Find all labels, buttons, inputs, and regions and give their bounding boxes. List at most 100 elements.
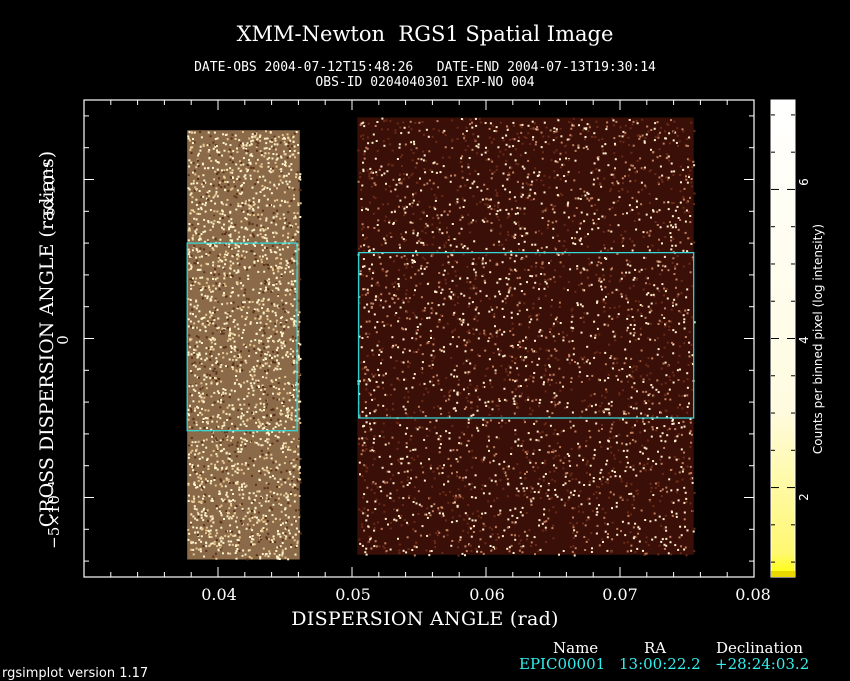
count-pixel <box>289 270 292 273</box>
count-pixel <box>506 178 509 181</box>
count-pixel <box>202 451 205 453</box>
count-pixel <box>652 494 655 496</box>
count-pixel <box>377 207 380 210</box>
count-pixel <box>636 170 638 173</box>
count-pixel <box>633 382 636 385</box>
count-pixel <box>266 337 269 340</box>
count-pixel <box>269 413 272 416</box>
count-pixel <box>681 128 684 131</box>
count-pixel <box>473 486 476 489</box>
count-pixel <box>258 303 261 306</box>
count-pixel <box>277 556 280 559</box>
count-pixel <box>198 282 201 285</box>
count-pixel <box>200 399 203 402</box>
count-pixel <box>195 547 198 550</box>
count-pixel <box>660 320 663 323</box>
count-pixel <box>234 138 237 140</box>
count-pixel <box>221 209 224 212</box>
count-pixel <box>432 375 435 378</box>
count-pixel <box>221 303 224 306</box>
count-pixel <box>202 285 205 288</box>
count-pixel <box>249 202 252 205</box>
count-pixel <box>198 538 201 541</box>
count-pixel <box>259 233 262 236</box>
count-pixel <box>423 382 426 385</box>
count-pixel <box>535 265 537 268</box>
count-pixel <box>211 518 214 521</box>
count-pixel <box>206 394 209 396</box>
count-pixel <box>586 358 589 361</box>
count-pixel <box>617 182 620 185</box>
count-pixel <box>272 503 275 506</box>
count-pixel <box>268 550 271 553</box>
count-pixel <box>494 526 497 529</box>
count-pixel <box>495 261 498 264</box>
count-pixel <box>364 437 367 439</box>
count-pixel <box>441 552 444 554</box>
count-pixel <box>190 521 192 524</box>
count-pixel <box>259 315 262 318</box>
count-pixel <box>642 549 644 552</box>
count-pixel <box>374 409 377 412</box>
count-pixel <box>229 144 232 147</box>
count-pixel <box>238 139 241 142</box>
count-pixel <box>534 231 537 234</box>
count-pixel <box>451 472 453 475</box>
count-pixel <box>243 239 246 242</box>
count-pixel <box>261 184 264 187</box>
count-pixel <box>374 183 377 186</box>
count-pixel <box>264 152 267 155</box>
count-pixel <box>195 198 198 201</box>
count-pixel <box>265 399 268 402</box>
count-pixel <box>247 169 249 172</box>
count-pixel <box>228 455 231 458</box>
count-pixel <box>268 156 271 159</box>
count-pixel <box>262 297 265 300</box>
count-pixel <box>191 237 194 240</box>
count-pixel <box>533 449 536 452</box>
count-pixel <box>235 208 238 211</box>
count-pixel <box>362 425 364 428</box>
count-pixel <box>228 452 231 455</box>
count-pixel <box>238 549 241 552</box>
count-pixel <box>232 499 235 501</box>
count-pixel <box>554 493 557 496</box>
count-pixel <box>264 282 267 285</box>
count-pixel <box>250 140 253 143</box>
count-pixel <box>251 155 254 158</box>
count-pixel <box>266 240 269 243</box>
count-pixel <box>286 351 289 354</box>
count-pixel <box>287 494 289 497</box>
count-pixel <box>370 284 373 287</box>
count-pixel <box>187 500 190 502</box>
count-pixel <box>200 535 203 538</box>
count-pixel <box>290 414 293 417</box>
count-pixel <box>653 127 656 130</box>
count-pixel <box>577 442 580 445</box>
count-pixel <box>437 530 439 532</box>
count-pixel <box>396 489 399 492</box>
count-pixel <box>216 468 219 471</box>
count-pixel <box>572 524 575 527</box>
count-pixel <box>252 197 255 200</box>
count-pixel <box>411 261 414 264</box>
count-pixel <box>188 453 190 456</box>
count-pixel <box>196 353 199 356</box>
count-pixel <box>466 247 469 250</box>
count-pixel <box>636 415 638 418</box>
count-pixel <box>224 392 227 395</box>
count-pixel <box>612 330 615 333</box>
count-pixel <box>362 134 365 137</box>
count-pixel <box>295 383 298 386</box>
count-pixel <box>452 293 455 296</box>
count-pixel <box>288 205 291 208</box>
count-pixel <box>520 392 523 395</box>
count-pixel <box>686 250 689 253</box>
count-pixel <box>240 361 243 364</box>
count-pixel <box>602 152 605 155</box>
count-pixel <box>693 203 695 206</box>
count-pixel <box>225 412 228 415</box>
count-pixel <box>398 316 401 319</box>
count-pixel <box>238 353 241 356</box>
count-pixel <box>198 376 200 379</box>
